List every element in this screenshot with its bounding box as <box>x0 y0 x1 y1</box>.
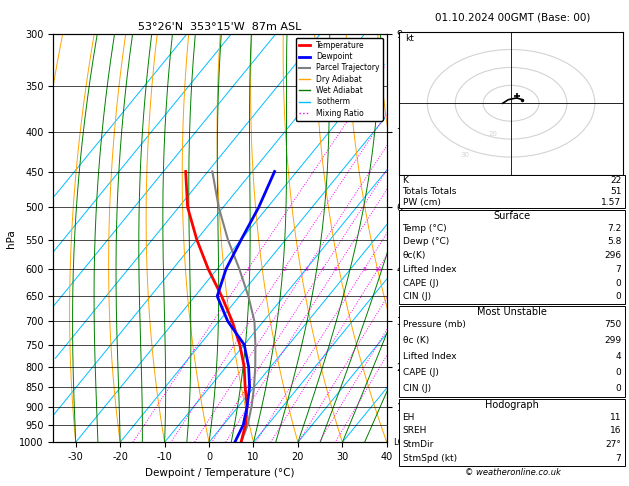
Text: LCL: LCL <box>394 438 409 447</box>
X-axis label: Dewpoint / Temperature (°C): Dewpoint / Temperature (°C) <box>145 468 295 478</box>
Text: 30: 30 <box>461 152 470 158</box>
Text: © weatheronline.co.uk: © weatheronline.co.uk <box>465 468 560 477</box>
Text: 299: 299 <box>604 336 621 345</box>
Text: 2: 2 <box>282 266 286 272</box>
Text: Pressure (mb): Pressure (mb) <box>403 320 465 329</box>
Text: Totals Totals: Totals Totals <box>403 187 457 196</box>
Text: 16: 16 <box>610 426 621 435</box>
Text: 4: 4 <box>616 352 621 361</box>
Text: 4: 4 <box>321 266 325 272</box>
Text: Hodograph: Hodograph <box>485 400 539 410</box>
Text: 0: 0 <box>616 384 621 394</box>
Text: θᴄ (K): θᴄ (K) <box>403 336 429 345</box>
Text: EH: EH <box>403 413 415 422</box>
Text: 01.10.2024 00GMT (Base: 00): 01.10.2024 00GMT (Base: 00) <box>435 12 591 22</box>
Text: Dewp (°C): Dewp (°C) <box>403 237 449 246</box>
Text: 7: 7 <box>616 454 621 463</box>
Text: Surface: Surface <box>493 211 531 221</box>
Y-axis label: km
ASL: km ASL <box>406 229 427 247</box>
Text: 8: 8 <box>362 266 366 272</box>
Text: 22: 22 <box>610 176 621 185</box>
Text: 5.8: 5.8 <box>607 237 621 246</box>
Text: Lifted Index: Lifted Index <box>403 265 456 274</box>
Text: 0: 0 <box>616 368 621 377</box>
Text: 27°: 27° <box>606 440 621 450</box>
Y-axis label: hPa: hPa <box>6 229 16 247</box>
Text: Mixing Ratio (g/kg): Mixing Ratio (g/kg) <box>411 223 420 302</box>
Text: 7: 7 <box>616 265 621 274</box>
Text: SREH: SREH <box>403 426 427 435</box>
Text: CIN (J): CIN (J) <box>403 384 431 394</box>
Text: 10: 10 <box>374 266 382 272</box>
Text: Temp (°C): Temp (°C) <box>403 224 447 232</box>
Text: CIN (J): CIN (J) <box>403 293 431 301</box>
Text: CAPE (J): CAPE (J) <box>403 368 438 377</box>
Text: 1: 1 <box>246 266 250 272</box>
Text: PW (cm): PW (cm) <box>403 198 440 207</box>
Text: StmDir: StmDir <box>403 440 434 450</box>
Text: Lifted Index: Lifted Index <box>403 352 456 361</box>
Text: 51: 51 <box>610 187 621 196</box>
Legend: Temperature, Dewpoint, Parcel Trajectory, Dry Adiabat, Wet Adiabat, Isotherm, Mi: Temperature, Dewpoint, Parcel Trajectory… <box>296 38 383 121</box>
Text: 296: 296 <box>604 251 621 260</box>
Text: kt: kt <box>405 34 414 43</box>
Text: 20: 20 <box>489 131 498 137</box>
Text: 11: 11 <box>610 413 621 422</box>
Text: 7.2: 7.2 <box>607 224 621 232</box>
Text: Most Unstable: Most Unstable <box>477 307 547 316</box>
Title: 53°26'N  353°15'W  87m ASL: 53°26'N 353°15'W 87m ASL <box>138 22 302 32</box>
Text: CAPE (J): CAPE (J) <box>403 278 438 288</box>
Text: 0: 0 <box>616 293 621 301</box>
Text: θᴄ(K): θᴄ(K) <box>403 251 426 260</box>
Text: 0: 0 <box>616 278 621 288</box>
Text: 5: 5 <box>334 266 338 272</box>
Text: 750: 750 <box>604 320 621 329</box>
Text: 1.57: 1.57 <box>601 198 621 207</box>
Text: StmSpd (kt): StmSpd (kt) <box>403 454 457 463</box>
Text: K: K <box>403 176 408 185</box>
Text: 3: 3 <box>304 266 308 272</box>
